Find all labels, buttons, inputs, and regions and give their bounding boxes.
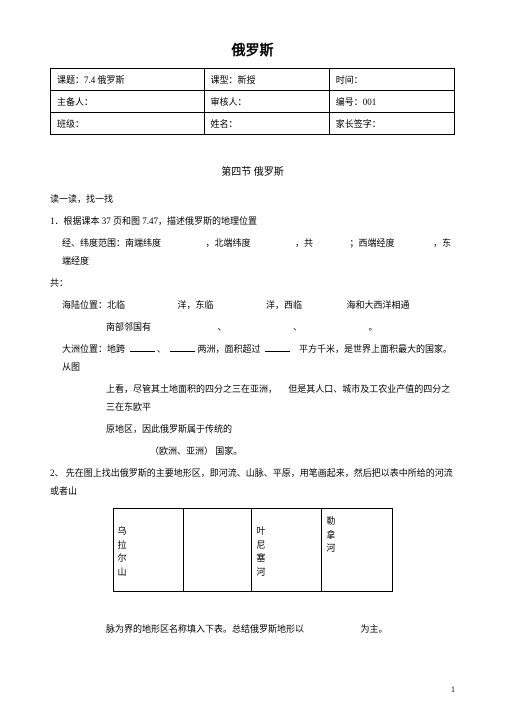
lat-c: ，共 bbox=[295, 238, 313, 248]
sea-d: 海和大西洋相通 bbox=[347, 300, 410, 310]
blank-area bbox=[265, 341, 290, 352]
q1-intro: 1．根据课本 37 页和图 7.47，描述俄罗斯的地理位置 bbox=[50, 212, 455, 230]
sea-line: 海陆位置：北临 洋，东临 洋，西临 海和大西洋相通 bbox=[50, 296, 455, 314]
terrain-table: 乌拉尔山 叶尼塞河 勒拿河 bbox=[113, 508, 393, 592]
cont-b: 两洲，面积超过 bbox=[198, 344, 261, 354]
read-heading: 读一读，找一找 bbox=[50, 190, 455, 208]
lat-a: 经、纬度范围：南端纬度 bbox=[62, 238, 161, 248]
cont-f: 原地区，因此俄罗斯属于传统的 bbox=[106, 424, 232, 434]
lat-b: ，北端纬度 bbox=[206, 238, 251, 248]
sea-a: 海陆位置：北临 bbox=[62, 300, 125, 310]
lat-f: 共： bbox=[50, 278, 68, 288]
terrain-cell-1: 乌拉尔山 bbox=[113, 509, 183, 592]
continent-line2: 上看，尽管其土地面积的四分之三在亚洲， 但是其人口、城市及工农业产值的四分之三在… bbox=[50, 380, 455, 416]
continent-line1: 大洲位置：地跨 、 两洲，面积超过 平方千米，是世界上面积最大的国家。从图 bbox=[50, 340, 455, 376]
info-parent-sign: 家长签字： bbox=[329, 113, 454, 135]
info-time: 时间： bbox=[329, 69, 454, 91]
terrain-col1: 乌拉尔山 bbox=[118, 525, 127, 579]
dot3: 、 bbox=[157, 344, 166, 354]
cont-d: 上看，尽管其土地面积的四分之三在亚洲， bbox=[106, 384, 277, 394]
info-number: 编号：001 bbox=[329, 91, 454, 113]
latitude-line: 经、纬度范围：南端纬度 ，北端纬度 ，共 ；西端经度 ，东端经度 bbox=[50, 234, 455, 270]
page-number: 1 bbox=[451, 685, 455, 694]
sea-c: 洋，西临 bbox=[266, 300, 302, 310]
blank-cont2 bbox=[170, 341, 195, 352]
south-a: 南部邻国有 bbox=[106, 322, 151, 332]
info-topic: 课题：7.4 俄罗斯 bbox=[51, 69, 205, 91]
blank-cont1 bbox=[130, 341, 155, 352]
summary-line: 脉为界的地形区名称填入下表。总结俄罗斯地形以 为主。 bbox=[50, 620, 455, 638]
dot2: 、 bbox=[293, 322, 302, 332]
terrain-cell-4: 勒拿河 bbox=[322, 509, 392, 592]
period1: 。 bbox=[369, 322, 378, 332]
lat-d: ；西端经度 bbox=[350, 238, 395, 248]
south-line: 南部邻国有 、 、 。 bbox=[50, 318, 455, 336]
info-name: 姓名： bbox=[204, 113, 329, 135]
summary-a: 脉为界的地形区名称填入下表。总结俄罗斯地形以 bbox=[106, 624, 304, 634]
info-preparer: 主备人： bbox=[51, 91, 205, 113]
summary-b: 为主。 bbox=[361, 624, 388, 634]
terrain-col3: 叶尼塞河 bbox=[256, 525, 265, 579]
cont-g: （欧洲、亚洲） 国家。 bbox=[150, 446, 242, 456]
q2-intro: 2、 先在图上找出俄罗斯的主要地形区，即河流、山脉、平原，用笔画起来，然后把以表… bbox=[50, 464, 455, 500]
info-type: 课型：新授 bbox=[204, 69, 329, 91]
sea-b: 洋，东临 bbox=[178, 300, 214, 310]
info-reviewer: 审核人： bbox=[204, 91, 329, 113]
continent-line4: （欧洲、亚洲） 国家。 bbox=[50, 442, 455, 460]
terrain-cell-3: 叶尼塞河 bbox=[252, 509, 322, 592]
terrain-col4: 勒拿河 bbox=[326, 515, 335, 556]
terrain-cell-2 bbox=[183, 509, 252, 592]
info-class: 班级： bbox=[51, 113, 205, 135]
cont-a: 大洲位置：地跨 bbox=[62, 344, 125, 354]
page-title: 俄罗斯 bbox=[50, 40, 455, 60]
dot1: 、 bbox=[218, 322, 227, 332]
section-title: 第四节 俄罗斯 bbox=[50, 163, 455, 178]
lat-total: 共： bbox=[50, 274, 455, 292]
continent-line3: 原地区，因此俄罗斯属于传统的 bbox=[50, 420, 455, 438]
info-table: 课题：7.4 俄罗斯 课型：新授 时间： 主备人： 审核人： 编号：001 班级… bbox=[50, 68, 455, 135]
